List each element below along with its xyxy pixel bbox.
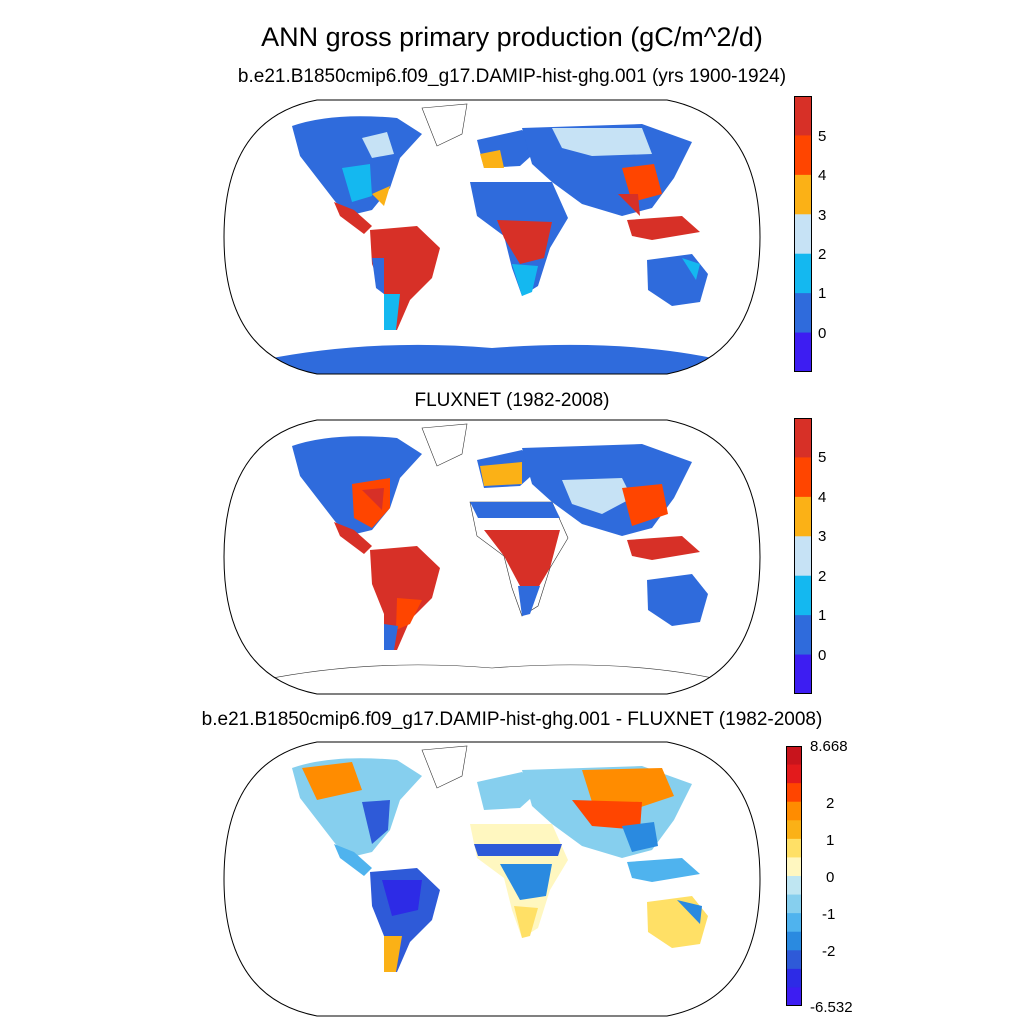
colorbar-segment [786,746,802,766]
colorbar-segment [786,783,802,803]
colorbar-segment [794,536,812,577]
colorbar-segment [786,913,802,933]
colorbar-segment [794,332,812,373]
panel-1-colorbar [794,96,812,373]
colorbar-segment [794,654,812,695]
colorbar-segment [786,894,802,914]
panel-2-subtitle: FLUXNET (1982-2008) [414,390,610,411]
colorbar-border [794,418,812,694]
colorbar-segment [786,838,802,858]
colorbar-segment [786,968,802,988]
panel-2-map [223,419,761,695]
colorbar-border [794,96,812,372]
panel-2-cbar-label: 1 [818,607,827,624]
panel-1-cbar-label: 1 [818,285,827,302]
panel-3-cbar-label: -2 [822,943,836,960]
panel-1-cbar-label: 2 [818,246,827,263]
panel-1-map [223,99,761,375]
colorbar-segment [786,950,802,970]
panel-3-cbar-label: 0 [826,869,835,886]
colorbar-segment [794,575,812,616]
colorbar-segment [794,214,812,255]
panel-1-cbar-label: 3 [818,207,827,224]
panel-3-cbar-label: -1 [822,906,836,923]
panel-1-subtitle: b.e21.B1850cmip6.f09_g17.DAMIP-hist-ghg.… [237,66,787,87]
colorbar-segment [786,876,802,896]
panel-1-cbar-label: 4 [818,167,827,184]
panel-2-cbar-label: 3 [818,528,827,545]
colorbar-segment [794,293,812,334]
panel-3-cbar-label: 1 [826,832,835,849]
colorbar-segment [794,496,812,537]
colorbar-segment [794,174,812,215]
colorbar-segment [786,801,802,821]
panel-3-subtitle: b.e21.B1850cmip6.f09_g17.DAMIP-hist-ghg.… [201,709,823,730]
colorbar-segment [794,96,812,136]
colorbar-segment [786,764,802,784]
panel-3-cbar-label: 8.668 [810,738,848,755]
colorbar-segment [794,253,812,294]
panel-2-cbar-label: 0 [818,647,827,664]
colorbar-segment [786,931,802,951]
australia [647,254,708,306]
panel-2-colorbar [794,418,812,695]
colorbar-segment [794,457,812,498]
colorbar-segment [794,135,812,176]
panel-3-cbar-label: -6.532 [810,999,853,1016]
panel-3-cbar-label: 2 [826,795,835,812]
panel-2-cbar-label: 5 [818,449,827,466]
panel-2-cbar-label: 2 [818,568,827,585]
colorbar-segment [786,820,802,840]
colorbar-border [786,746,802,1006]
figure-title: ANN gross primary production (gC/m^2/d) [261,22,763,52]
colorbar-segment [786,857,802,877]
antarctica [224,344,760,374]
panel-3-map [223,741,761,1017]
panel-1-cbar-label: 0 [818,325,827,342]
panel-1-cbar-label: 5 [818,128,827,145]
colorbar-segment [794,615,812,656]
colorbar-segment [794,418,812,458]
panel-3-colorbar [786,746,802,1007]
greenland [421,103,468,147]
colorbar-segment [786,987,802,1007]
panel-2-cbar-label: 4 [818,489,827,506]
